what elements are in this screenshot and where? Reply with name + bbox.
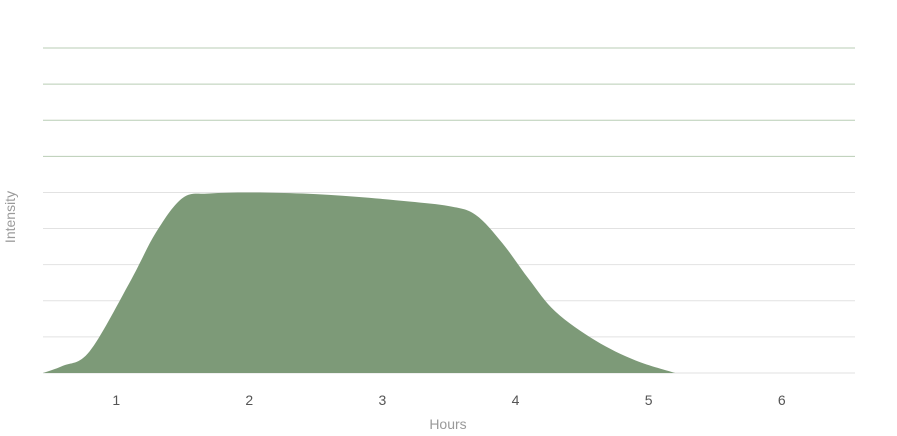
x-tick-label: 6 — [778, 392, 786, 408]
x-axis-ticks: 1 2 3 4 5 6 — [112, 392, 786, 408]
x-tick-label: 5 — [645, 392, 653, 408]
series-area-group — [43, 192, 676, 373]
x-tick-label: 2 — [245, 392, 253, 408]
x-axis-label: Hours — [429, 416, 466, 432]
x-tick-label: 3 — [379, 392, 387, 408]
y-axis-label: Intensity — [2, 191, 18, 243]
series-area — [43, 192, 676, 373]
x-tick-label: 4 — [512, 392, 520, 408]
x-tick-label: 1 — [112, 392, 120, 408]
